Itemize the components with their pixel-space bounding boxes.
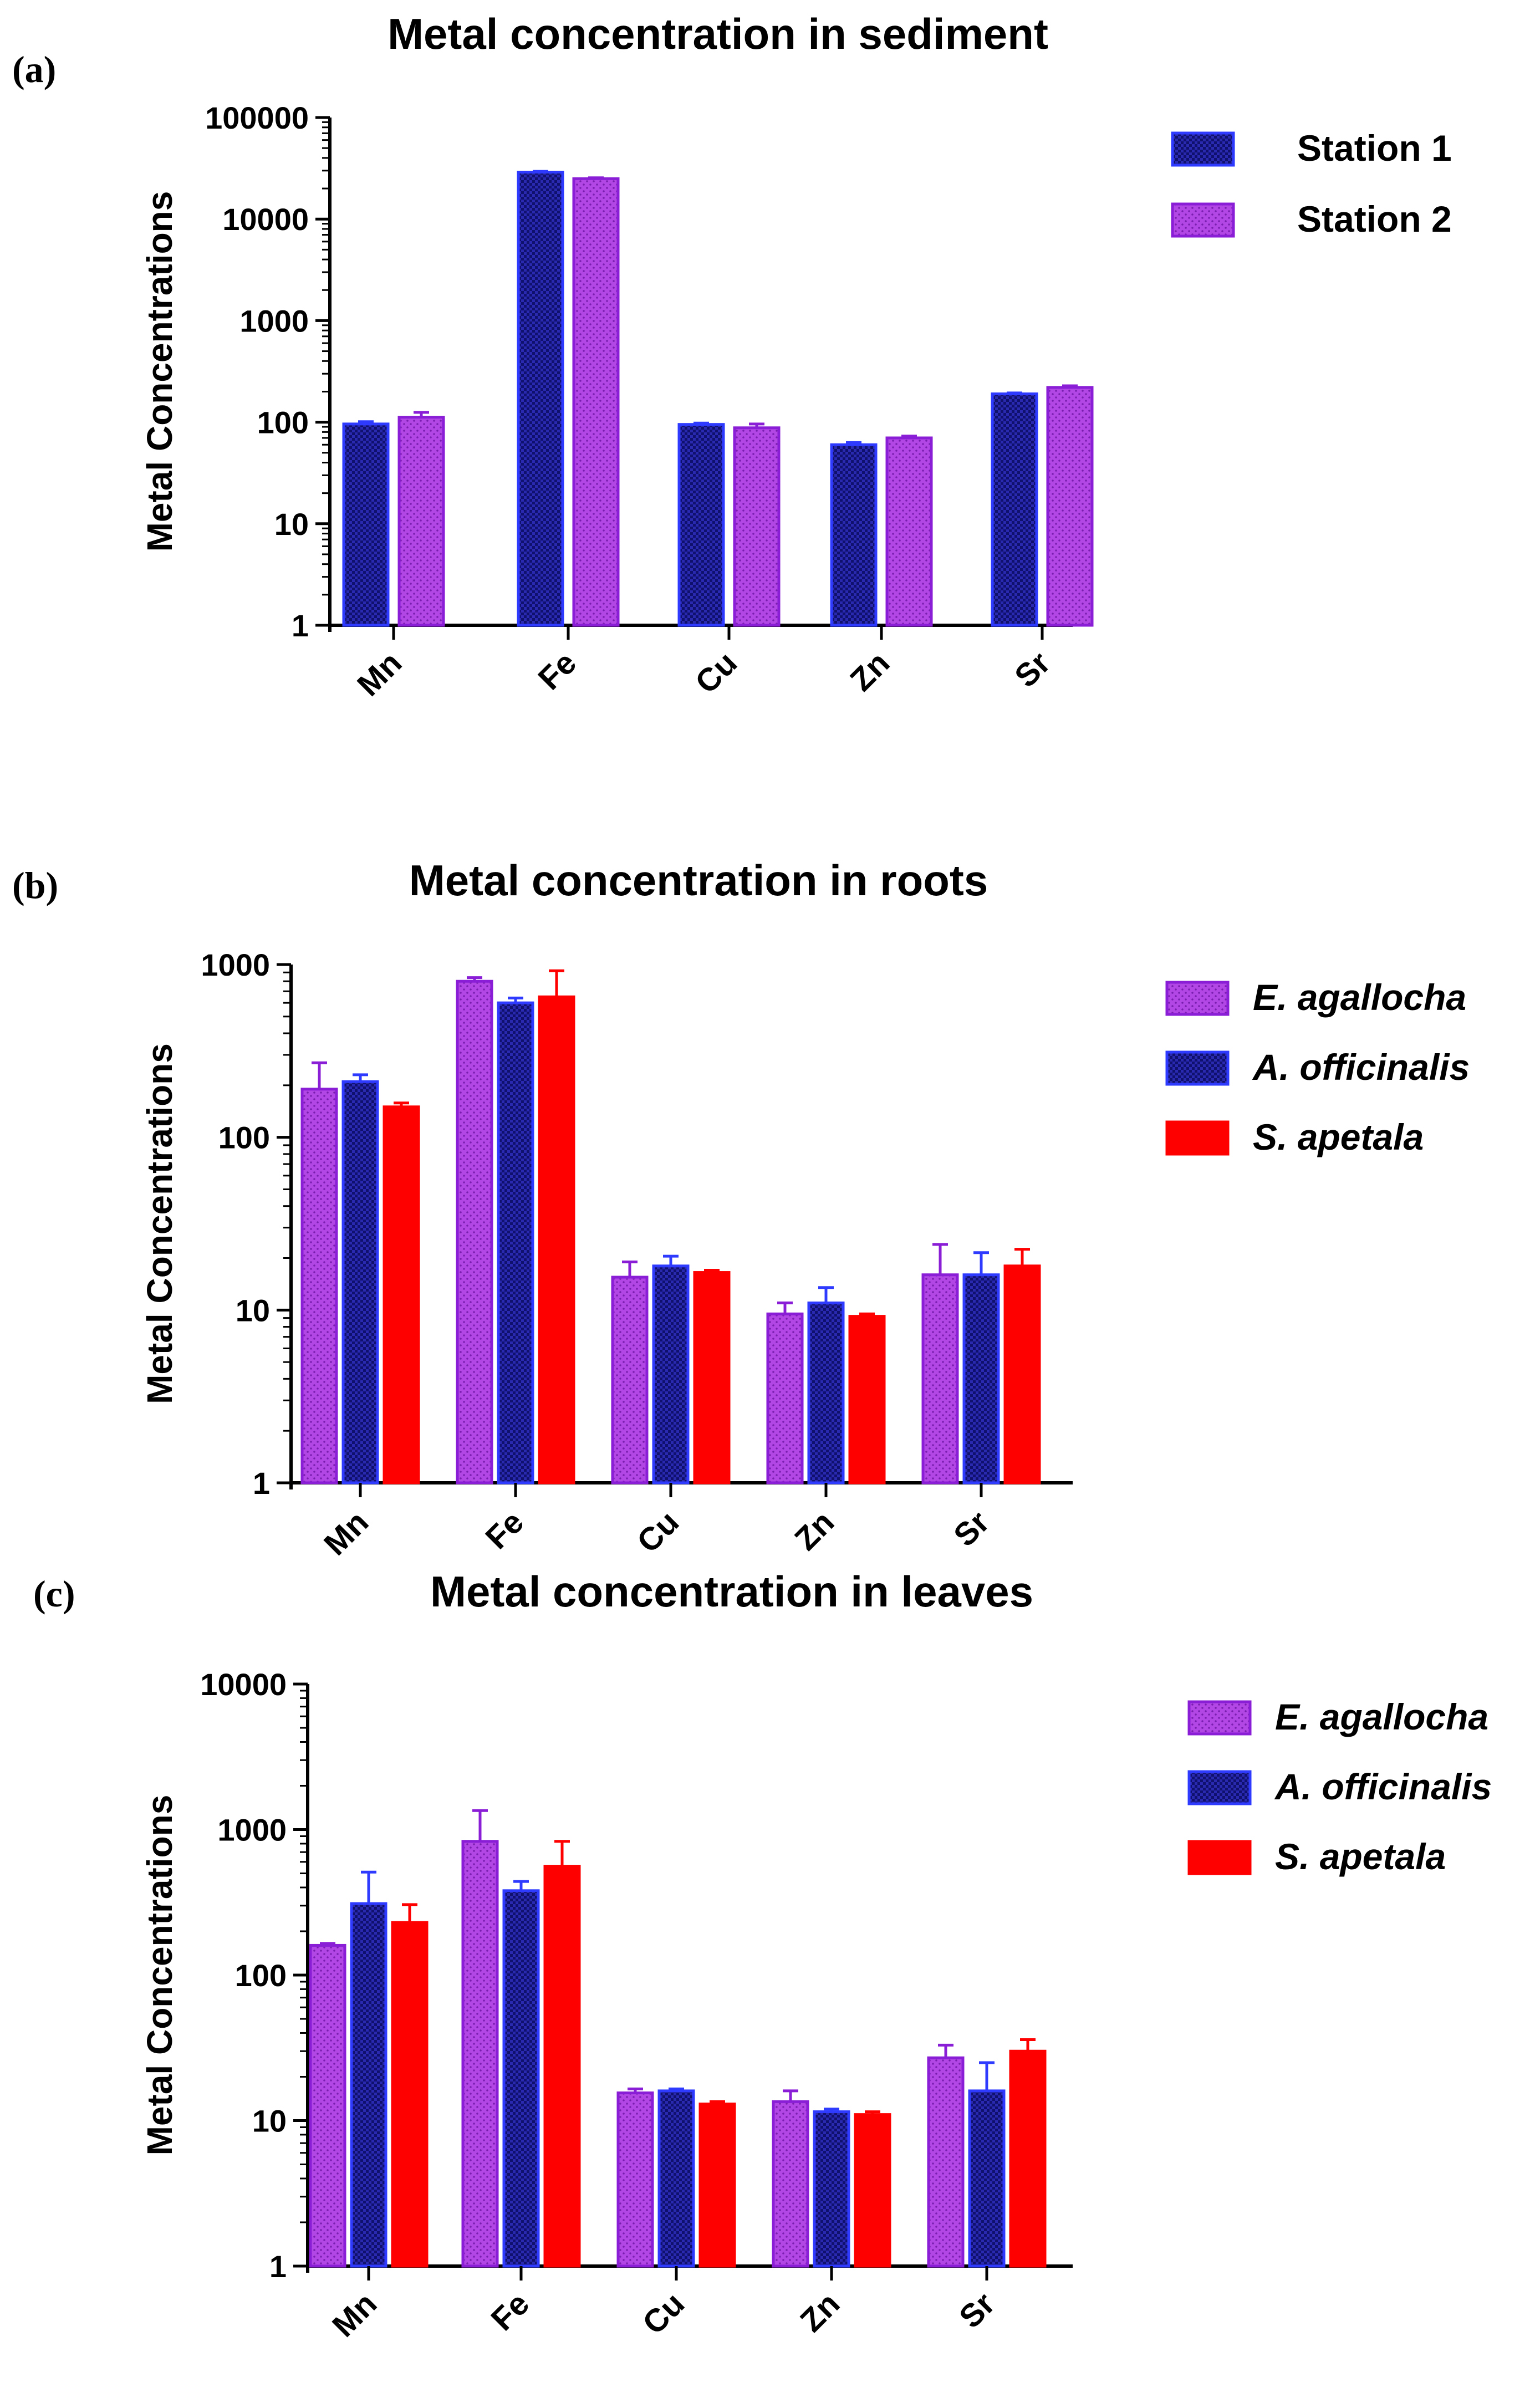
legend-swatch bbox=[1171, 131, 1235, 167]
x-tick-label: Fe bbox=[484, 2285, 536, 2338]
legend-swatch bbox=[1187, 1700, 1252, 1736]
legend-label: E. agallocha bbox=[1275, 1696, 1488, 1737]
panel-label: (a) bbox=[12, 48, 56, 90]
y-axis-label: Metal Concentrations bbox=[140, 1795, 180, 2156]
y-tick-label: 1000 bbox=[217, 1813, 287, 1848]
y-tick-label: 10 bbox=[274, 507, 309, 542]
legend-label: S. apetala bbox=[1275, 1836, 1446, 1877]
x-tick-label: Cu bbox=[636, 2285, 692, 2341]
legend-label: S. apetala bbox=[1253, 1116, 1424, 1157]
y-tick-label: 100 bbox=[218, 1120, 270, 1155]
bar-mn-series-3 bbox=[391, 1921, 429, 2268]
bar-cu-series-1 bbox=[616, 2091, 654, 2268]
y-tick-label: 10000 bbox=[200, 1667, 287, 1702]
legend-swatch bbox=[1187, 1840, 1252, 1875]
x-tick-label: Zn bbox=[843, 645, 896, 698]
bar-mn-series-2 bbox=[350, 1902, 387, 2268]
bar-fe-series-1 bbox=[456, 979, 493, 1484]
y-tick-label: 1 bbox=[269, 2249, 287, 2284]
bar-mn-series-2 bbox=[397, 416, 445, 627]
bar-mn-series-3 bbox=[383, 1105, 420, 1484]
chart-title: Metal concentration in roots bbox=[409, 856, 988, 905]
legend-label: A. officinalis bbox=[1252, 1047, 1470, 1088]
bar-cu-series-1 bbox=[677, 423, 725, 627]
x-tick-label: Fe bbox=[478, 1504, 531, 1556]
panel-label: (c) bbox=[33, 1573, 75, 1615]
bar-sr-series-1 bbox=[991, 392, 1038, 627]
panel-label: (b) bbox=[12, 864, 58, 906]
bar-mn-series-1 bbox=[300, 1088, 338, 1484]
bar-fe-series-2 bbox=[497, 1001, 534, 1484]
chart-title: Metal concentration in leaves bbox=[430, 1567, 1033, 1616]
y-tick-label: 100000 bbox=[205, 100, 309, 135]
chart-leaves: (c) Metal concentration in leaves Metal Co… bbox=[33, 1567, 1492, 2344]
chart-title: Metal concentration in sediment bbox=[387, 9, 1048, 58]
y-tick-label: 1000 bbox=[201, 947, 270, 982]
legend-swatch bbox=[1165, 1120, 1230, 1156]
chart-roots: (b) Metal concentration in roots Metal Con… bbox=[12, 856, 1470, 1562]
bar-fe-series-2 bbox=[502, 1889, 540, 2268]
chart-sediment: (a) Metal concentration in sediment Metal … bbox=[12, 9, 1452, 703]
bar-zn-series-1 bbox=[830, 443, 878, 627]
bar-zn-series-3 bbox=[854, 2113, 891, 2268]
bar-sr-series-2 bbox=[1046, 386, 1094, 627]
x-tick-label: Zn bbox=[793, 2285, 847, 2339]
y-tick-label: 1 bbox=[292, 608, 309, 643]
legend-label: E. agallocha bbox=[1253, 977, 1466, 1018]
bar-mn-series-1 bbox=[342, 422, 390, 627]
y-tick-label: 10 bbox=[236, 1293, 270, 1328]
legend-label: A. officinalis bbox=[1274, 1766, 1492, 1807]
y-axis-label: Metal Concentrations bbox=[140, 1043, 180, 1404]
y-axis-label: Metal Concentrations bbox=[140, 191, 180, 552]
bar-zn-series-1 bbox=[772, 2100, 809, 2268]
x-tick-label: Mn bbox=[350, 645, 409, 703]
bar-zn-series-2 bbox=[807, 1301, 845, 1484]
bar-cu-series-2 bbox=[657, 2089, 695, 2268]
bar-cu-series-3 bbox=[698, 2103, 736, 2268]
bar-zn-series-3 bbox=[848, 1315, 886, 1484]
x-tick-label: Cu bbox=[630, 1504, 686, 1560]
x-tick-label: Fe bbox=[531, 645, 583, 697]
y-tick-label: 100 bbox=[257, 405, 309, 440]
bar-zn-series-2 bbox=[885, 436, 933, 627]
legend-swatch bbox=[1165, 1050, 1230, 1086]
bar-cu-series-1 bbox=[611, 1276, 649, 1484]
bar-cu-series-2 bbox=[652, 1264, 690, 1484]
legend-swatch bbox=[1165, 981, 1230, 1016]
bar-fe-series-3 bbox=[538, 995, 575, 1484]
bar-mn-series-2 bbox=[341, 1080, 379, 1484]
x-tick-label: Cu bbox=[689, 645, 744, 701]
legend-swatch bbox=[1187, 1770, 1252, 1805]
bar-fe-series-2 bbox=[572, 177, 620, 627]
legend-swatch bbox=[1171, 202, 1235, 238]
bar-sr-series-1 bbox=[921, 1273, 959, 1484]
bar-cu-series-3 bbox=[693, 1271, 731, 1484]
bar-mn-series-1 bbox=[309, 1943, 346, 2268]
bar-zn-series-1 bbox=[766, 1312, 804, 1484]
bar-cu-series-2 bbox=[733, 426, 781, 627]
y-tick-label: 100 bbox=[235, 1958, 287, 1993]
legend-label: Station 2 bbox=[1297, 198, 1452, 239]
y-tick-label: 1000 bbox=[239, 303, 309, 338]
x-tick-label: Zn bbox=[788, 1504, 841, 1557]
bar-sr-series-2 bbox=[962, 1273, 1000, 1484]
x-tick-label: Mn bbox=[325, 2285, 384, 2344]
x-tick-label: Sr bbox=[1008, 645, 1057, 694]
bar-sr-series-1 bbox=[927, 2056, 965, 2268]
x-tick-label: Sr bbox=[952, 2285, 1002, 2335]
x-tick-label: Mn bbox=[317, 1504, 375, 1562]
y-tick-label: 1 bbox=[253, 1466, 270, 1501]
bar-sr-series-2 bbox=[968, 2089, 1006, 2268]
bar-sr-series-3 bbox=[1003, 1264, 1041, 1484]
bar-fe-series-1 bbox=[461, 1840, 499, 2268]
legend-label: Station 1 bbox=[1297, 127, 1452, 169]
bar-fe-series-3 bbox=[543, 1865, 581, 2268]
bar-zn-series-2 bbox=[813, 2110, 850, 2268]
bar-sr-series-3 bbox=[1009, 2049, 1047, 2268]
bar-fe-series-1 bbox=[517, 170, 564, 627]
x-tick-label: Sr bbox=[947, 1504, 996, 1553]
y-tick-label: 10 bbox=[252, 2104, 287, 2139]
y-tick-label: 10000 bbox=[222, 202, 309, 237]
